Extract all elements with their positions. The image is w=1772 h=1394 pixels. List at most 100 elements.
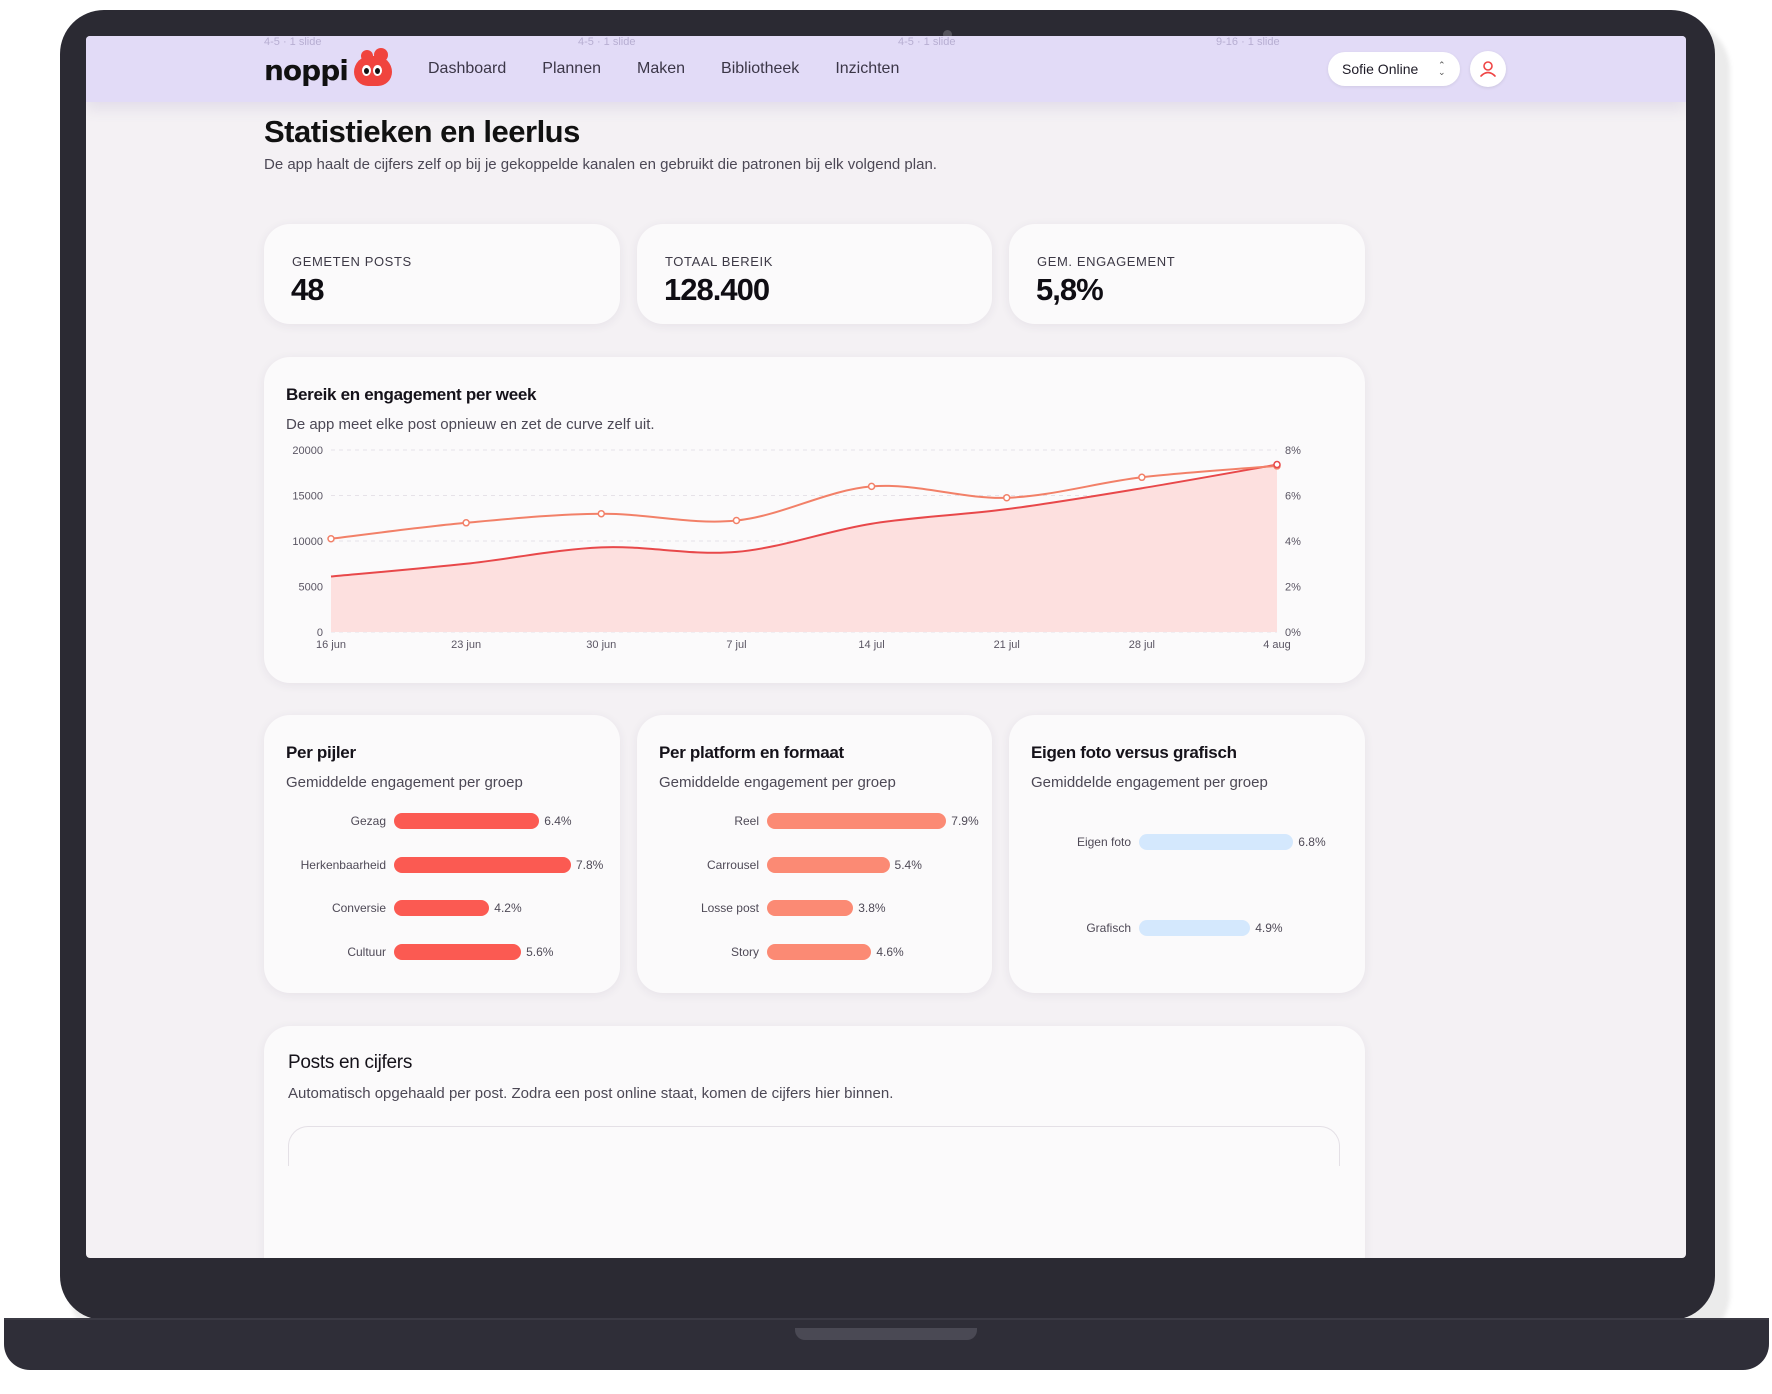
card-subtitle: Gemiddelde engagement per groep xyxy=(286,774,523,791)
bar xyxy=(394,813,540,829)
x-tick-label: 16 jun xyxy=(316,639,346,651)
bar xyxy=(1139,834,1294,850)
bar-category-label: Losse post xyxy=(700,901,759,915)
main-menu: Dashboard Plannen Maken Bibliotheek Inzi… xyxy=(428,60,935,78)
logo[interactable]: noppi xyxy=(264,47,392,87)
nav-link-inzichten[interactable]: Inzichten xyxy=(835,60,900,77)
bar xyxy=(767,813,947,829)
stat-card-posts: GEMETEN POSTS 48 xyxy=(264,224,620,324)
page-title: Statistieken en leerlus xyxy=(264,114,580,149)
laptop-notch xyxy=(795,1328,977,1340)
y-tick-label: 0 xyxy=(317,627,323,639)
y-tick-label: 5000 xyxy=(299,582,323,594)
pillar-chart-card: Per pijler Gemiddelde engagement per gro… xyxy=(264,715,620,993)
chevron-up-down-icon: ⌃ ⌄ xyxy=(1438,60,1446,77)
ghost-label: 4-5 · 1 slide xyxy=(578,36,636,48)
card-subtitle: Automatisch opgehaald per post. Zodra ee… xyxy=(288,1085,894,1102)
engagement-point xyxy=(867,482,876,491)
card-title: Bereik en engagement per week xyxy=(286,385,537,404)
engagement-point xyxy=(732,516,741,525)
nav-link-bibliotheek[interactable]: Bibliotheek xyxy=(721,60,800,77)
posts-table xyxy=(288,1126,1340,1166)
x-tick-label: 28 jul xyxy=(1129,639,1155,651)
card-title: Posts en cijfers xyxy=(288,1052,413,1073)
posts-card: Posts en cijfers Automatisch opgehaald p… xyxy=(264,1026,1365,1258)
bar-value-label: 3.8% xyxy=(858,901,886,915)
y-tick-label: 10000 xyxy=(292,536,323,548)
bar xyxy=(767,900,854,916)
x-tick-label: 30 jun xyxy=(586,639,616,651)
reach-area xyxy=(331,464,1277,632)
bar-value-label: 4.9% xyxy=(1255,921,1283,935)
bar-category-label: Reel xyxy=(734,814,759,828)
bar xyxy=(394,900,490,916)
bar-value-label: 6.4% xyxy=(544,814,572,828)
card-title: Per platform en formaat xyxy=(659,743,844,762)
logo-text: noppi xyxy=(264,54,349,87)
stat-label: GEMETEN POSTS xyxy=(292,254,412,269)
bar-value-label: 7.8% xyxy=(576,857,604,872)
bar-value-label: 5.4% xyxy=(894,857,922,872)
reach-line xyxy=(330,463,1278,578)
engagement-point xyxy=(1002,494,1011,502)
platform-chart-card: Per platform en formaat Gemiddelde engag… xyxy=(637,715,992,993)
y2-tick-label: 4% xyxy=(1285,536,1301,548)
bar-value-label: 4.6% xyxy=(876,944,904,959)
x-tick-label: 21 jul xyxy=(994,639,1020,651)
x-tick-label: 14 jul xyxy=(858,639,884,651)
bar-category-label: Herkenbaarheid xyxy=(300,857,386,872)
engagement-point xyxy=(1138,473,1146,482)
bar-category-label: Grafisch xyxy=(1086,921,1131,935)
y2-tick-label: 8% xyxy=(1285,445,1301,457)
bar-value-label: 5.6% xyxy=(526,944,554,959)
top-nav: 4-5 · 1 slide 4-5 · 1 slide 4-5 · 1 slid… xyxy=(86,36,1686,102)
weekly-chart-card: Bereik en engagement per week De app mee… xyxy=(264,357,1365,683)
bar-category-label: Conversie xyxy=(331,901,386,915)
card-subtitle: Gemiddelde engagement per groep xyxy=(659,774,896,791)
engagement-point xyxy=(462,519,470,527)
y-tick-label: 20000 xyxy=(292,445,323,457)
stat-value: 48 xyxy=(291,272,324,307)
stat-label: TOTAAL BEREIK xyxy=(665,254,773,269)
account-name: Sofie Online xyxy=(1342,61,1419,77)
weekly-chart: 0 5000 10000 15000 20000 0% 2% 4% 6% 8% 16 jun 23 j… xyxy=(292,445,1301,651)
photo-chart-card: Eigen foto versus grafisch Gemiddelde en… xyxy=(1009,715,1365,993)
x-tick-label: 4 aug xyxy=(1263,639,1291,651)
bar xyxy=(767,943,872,960)
stat-value: 128.400 xyxy=(664,272,770,307)
card-title: Per pijler xyxy=(286,743,356,762)
blob-mascot-icon xyxy=(353,47,392,86)
ghost-label: 9-16 · 1 slide xyxy=(1216,36,1280,48)
x-tick-label: 7 jul xyxy=(726,639,746,651)
y2-tick-label: 2% xyxy=(1285,582,1301,594)
reach-point xyxy=(1273,460,1281,469)
page-subtitle: De app haalt de cijfers zelf op bij je g… xyxy=(264,156,937,173)
profile-button[interactable] xyxy=(1470,51,1506,87)
nav-link-dashboard[interactable]: Dashboard xyxy=(428,60,507,77)
nav-link-plannen[interactable]: Plannen xyxy=(542,60,601,77)
card-subtitle: Gemiddelde engagement per groep xyxy=(1031,774,1268,791)
stat-card-engagement: GEM. ENGAGEMENT 5,8% xyxy=(1009,224,1365,324)
account-switcher[interactable]: Sofie Online ⌃ ⌄ xyxy=(1328,52,1460,86)
bar xyxy=(767,856,890,873)
ghost-label: 4-5 · 1 slide xyxy=(898,36,956,48)
bar xyxy=(394,943,522,960)
bar-value-label: 4.2% xyxy=(494,901,522,915)
y2-tick-label: 0% xyxy=(1285,627,1301,639)
stat-label: GEM. ENGAGEMENT xyxy=(1037,254,1176,269)
engagement-line xyxy=(330,464,1278,540)
card-title: Eigen foto versus grafisch xyxy=(1031,743,1237,762)
nav-link-maken[interactable]: Maken xyxy=(637,60,686,77)
bar-value-label: 7.9% xyxy=(951,814,979,828)
y-tick-label: 15000 xyxy=(292,491,323,503)
card-subtitle: De app meet elke post opnieuw en zet de … xyxy=(286,416,655,433)
bar xyxy=(1139,920,1251,936)
x-tick-label: 23 jun xyxy=(451,639,481,651)
stat-value: 5,8% xyxy=(1036,272,1104,307)
bar xyxy=(394,856,571,873)
user-icon xyxy=(1480,61,1496,77)
bar-category-label: Cultuur xyxy=(347,944,386,959)
bar-category-label: Carrousel xyxy=(706,857,759,872)
stat-card-reach: TOTAAL BEREIK 128.400 xyxy=(637,224,992,324)
app-screen: 4-5 · 1 slide 4-5 · 1 slide 4-5 · 1 slid… xyxy=(86,36,1686,1258)
